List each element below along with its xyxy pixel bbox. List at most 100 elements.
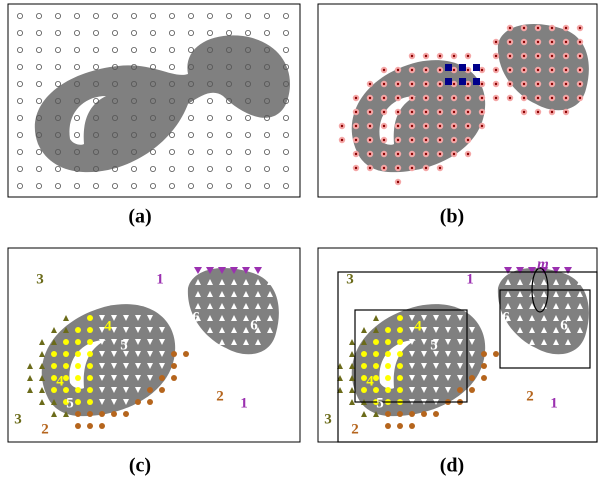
sample-core	[565, 55, 567, 57]
sample-core	[495, 55, 497, 57]
sample-core	[411, 153, 413, 155]
point-2	[111, 411, 117, 417]
sample-core	[425, 55, 427, 57]
sample-core	[369, 111, 371, 113]
sample-core	[341, 139, 343, 141]
sample-core	[551, 111, 553, 113]
sample-core	[467, 55, 469, 57]
cluster-label: 1	[466, 271, 474, 287]
point-4	[385, 339, 391, 345]
sample-core	[579, 97, 581, 99]
sample-core	[383, 111, 385, 113]
point-4	[63, 375, 69, 381]
sample-core	[411, 83, 413, 85]
sample-core	[439, 125, 441, 127]
point-2	[87, 411, 93, 417]
cluster-label: 5	[430, 337, 438, 353]
point-4	[397, 351, 403, 357]
cluster-label: 2	[351, 421, 359, 437]
point-2	[75, 423, 81, 429]
point-4	[397, 315, 403, 321]
sample-core	[439, 153, 441, 155]
point-4	[75, 363, 81, 369]
point-2	[409, 411, 415, 417]
sample-core	[467, 69, 469, 71]
sample-core	[537, 83, 539, 85]
sample-core	[425, 83, 427, 85]
point-2	[469, 387, 475, 393]
point-2	[397, 411, 403, 417]
point-2	[481, 351, 487, 357]
sample-core	[565, 83, 567, 85]
point-4	[63, 339, 69, 345]
point-4	[63, 363, 69, 369]
point-4	[373, 375, 379, 381]
sample-core	[495, 41, 497, 43]
point-4	[87, 351, 93, 357]
cluster-label: 4	[104, 318, 112, 334]
sample-core	[579, 41, 581, 43]
sample-core	[397, 139, 399, 141]
sample-core	[495, 69, 497, 71]
sample-core	[467, 97, 469, 99]
point-4	[63, 387, 69, 393]
point-4	[385, 375, 391, 381]
point-4	[385, 327, 391, 333]
sample-core	[551, 97, 553, 99]
caption: (a)	[128, 206, 151, 228]
point-2	[99, 423, 105, 429]
sample-core	[453, 83, 455, 85]
sample-core	[467, 139, 469, 141]
point-4	[87, 339, 93, 345]
sample-core	[383, 139, 385, 141]
point-2	[183, 351, 189, 357]
sample-core	[579, 83, 581, 85]
panel-c: 314566452132	[8, 248, 300, 442]
sample-core	[537, 27, 539, 29]
sample-core	[411, 167, 413, 169]
point-2	[433, 411, 439, 417]
point-4	[63, 351, 69, 357]
sample-core	[453, 111, 455, 113]
sample-core	[425, 167, 427, 169]
point-4	[385, 351, 391, 357]
sample-core	[509, 83, 511, 85]
point-4	[75, 375, 81, 381]
sample-core	[537, 111, 539, 113]
sample-core	[383, 167, 385, 169]
panel-b	[318, 4, 597, 197]
sample-core	[341, 125, 343, 127]
point-4	[87, 375, 93, 381]
caption: (d)	[440, 455, 464, 477]
cluster-label: 3	[36, 271, 44, 287]
caption: (c)	[129, 455, 151, 477]
cluster-label: 6	[250, 317, 258, 333]
point-4	[51, 351, 57, 357]
sample-core	[383, 125, 385, 127]
sample-core	[425, 153, 427, 155]
sample-core	[355, 139, 357, 141]
cluster-label: 5	[120, 337, 128, 353]
panel-d: 314566452132m	[318, 248, 597, 442]
sample-core	[411, 111, 413, 113]
sample-core	[537, 41, 539, 43]
sample-core	[411, 139, 413, 141]
point-4	[373, 339, 379, 345]
sample-core	[467, 125, 469, 127]
point-2	[135, 399, 141, 405]
sample-core	[425, 139, 427, 141]
point-4	[87, 327, 93, 333]
sample-core	[579, 27, 581, 29]
sample-core	[551, 27, 553, 29]
sample-core	[523, 69, 525, 71]
sample-core	[523, 83, 525, 85]
cluster-label: 1	[240, 395, 248, 411]
point-4	[87, 363, 93, 369]
point-4	[361, 351, 367, 357]
sample-core	[439, 111, 441, 113]
sample-core	[579, 55, 581, 57]
sample-core	[397, 83, 399, 85]
sample-core	[439, 97, 441, 99]
point-2	[171, 363, 177, 369]
sample-core	[453, 153, 455, 155]
